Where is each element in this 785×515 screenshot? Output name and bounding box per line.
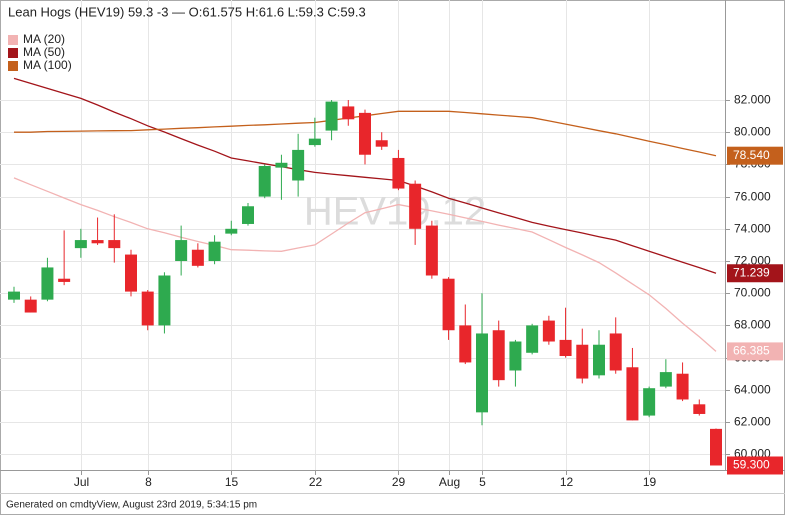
y-tick-label: 68.000 (734, 318, 771, 332)
y-tick-label: 64.000 (734, 383, 771, 397)
last-value-box (727, 264, 783, 283)
candle-body (643, 388, 656, 416)
candle-body (710, 428, 722, 466)
last-value-label: 66.385 (733, 344, 770, 358)
chart-title: Lean Hogs (HEV19) 59.3 -3 — O:61.575 H:6… (8, 4, 366, 19)
candle-body (141, 291, 154, 326)
x-tick-label: 15 (225, 475, 239, 489)
x-tick-label: Aug (439, 475, 460, 489)
candle-body (292, 149, 305, 181)
candle-body (593, 344, 605, 376)
candle-body (325, 101, 338, 131)
y-tick-label: 82.000 (734, 93, 771, 107)
candle-body (342, 106, 355, 120)
candle-body (526, 325, 539, 353)
y-tick-label: 74.000 (734, 222, 771, 236)
footer: Generated on cmdtyView, August 23rd 2019… (6, 500, 257, 511)
candle-body (242, 206, 254, 224)
candle-body (258, 166, 271, 197)
x-tick-label: 19 (643, 475, 657, 489)
x-tick-label: 5 (479, 475, 486, 489)
x-tick-label: 12 (560, 475, 574, 489)
candle-body (74, 240, 87, 249)
y-tick-label: 80.000 (734, 125, 771, 139)
candle-body (542, 320, 555, 342)
candle-body (609, 333, 622, 371)
legend-swatch (8, 35, 18, 45)
candle-body (676, 373, 689, 400)
candle-body (308, 138, 321, 146)
x-tick-label: 29 (392, 475, 406, 489)
candle-body (459, 325, 472, 363)
last-value-label: 59.300 (733, 458, 770, 472)
legend-swatch (8, 61, 18, 71)
legend-label: MA (20) (23, 32, 65, 46)
y-tick-label: 76.000 (734, 190, 771, 204)
y-tick-label: 62.000 (734, 415, 771, 429)
candle-body (425, 225, 438, 276)
candle-body (359, 112, 371, 155)
candle-body (492, 330, 505, 381)
candle-body (108, 240, 121, 249)
candle-body (8, 291, 20, 300)
candle-body (208, 241, 221, 262)
grid (0, 0, 725, 470)
last-value-label: 78.540 (733, 148, 770, 162)
candle-body (275, 162, 288, 168)
candle-body (576, 344, 589, 379)
candle-body (191, 249, 204, 266)
x-tick-label: 8 (145, 475, 152, 489)
y-tick-label: 70.000 (734, 286, 771, 300)
watermark: HEV19,12 (304, 190, 486, 234)
candle-body (58, 278, 71, 282)
candle-body (693, 404, 706, 414)
axes: 60.00062.00064.00066.00068.00070.00072.0… (74, 93, 783, 489)
last-value-box (727, 342, 783, 361)
x-tick-label: 22 (309, 475, 323, 489)
legend-label: MA (50) (23, 45, 65, 59)
candle-body (158, 275, 171, 326)
candle-body (476, 333, 488, 413)
candle-body (409, 183, 422, 229)
last-value-box (727, 146, 783, 165)
candle-body (509, 341, 522, 371)
last-value-label: 71.239 (733, 265, 770, 279)
legend-swatch (8, 48, 18, 58)
candle-body (41, 267, 54, 300)
last-value-box (727, 456, 783, 475)
plot (8, 77, 722, 466)
candle-body (626, 367, 639, 421)
legend-label: MA (100) (23, 58, 72, 72)
candle-body (442, 278, 455, 331)
candle-body (375, 140, 388, 147)
ma-line (13, 77, 717, 274)
candle-body (175, 240, 188, 262)
candle-body (225, 228, 238, 234)
x-tick-label: Jul (74, 475, 89, 489)
candle-body (659, 372, 672, 387)
ma-line (13, 177, 717, 352)
candle-body (392, 157, 405, 189)
y-tick-label: 72.000 (734, 254, 771, 268)
candle-body (559, 339, 572, 357)
candle-body (24, 299, 37, 313)
candle-body (91, 240, 104, 244)
candle-body (125, 254, 137, 292)
legend: MA (20)MA (50)MA (100) (8, 32, 72, 72)
